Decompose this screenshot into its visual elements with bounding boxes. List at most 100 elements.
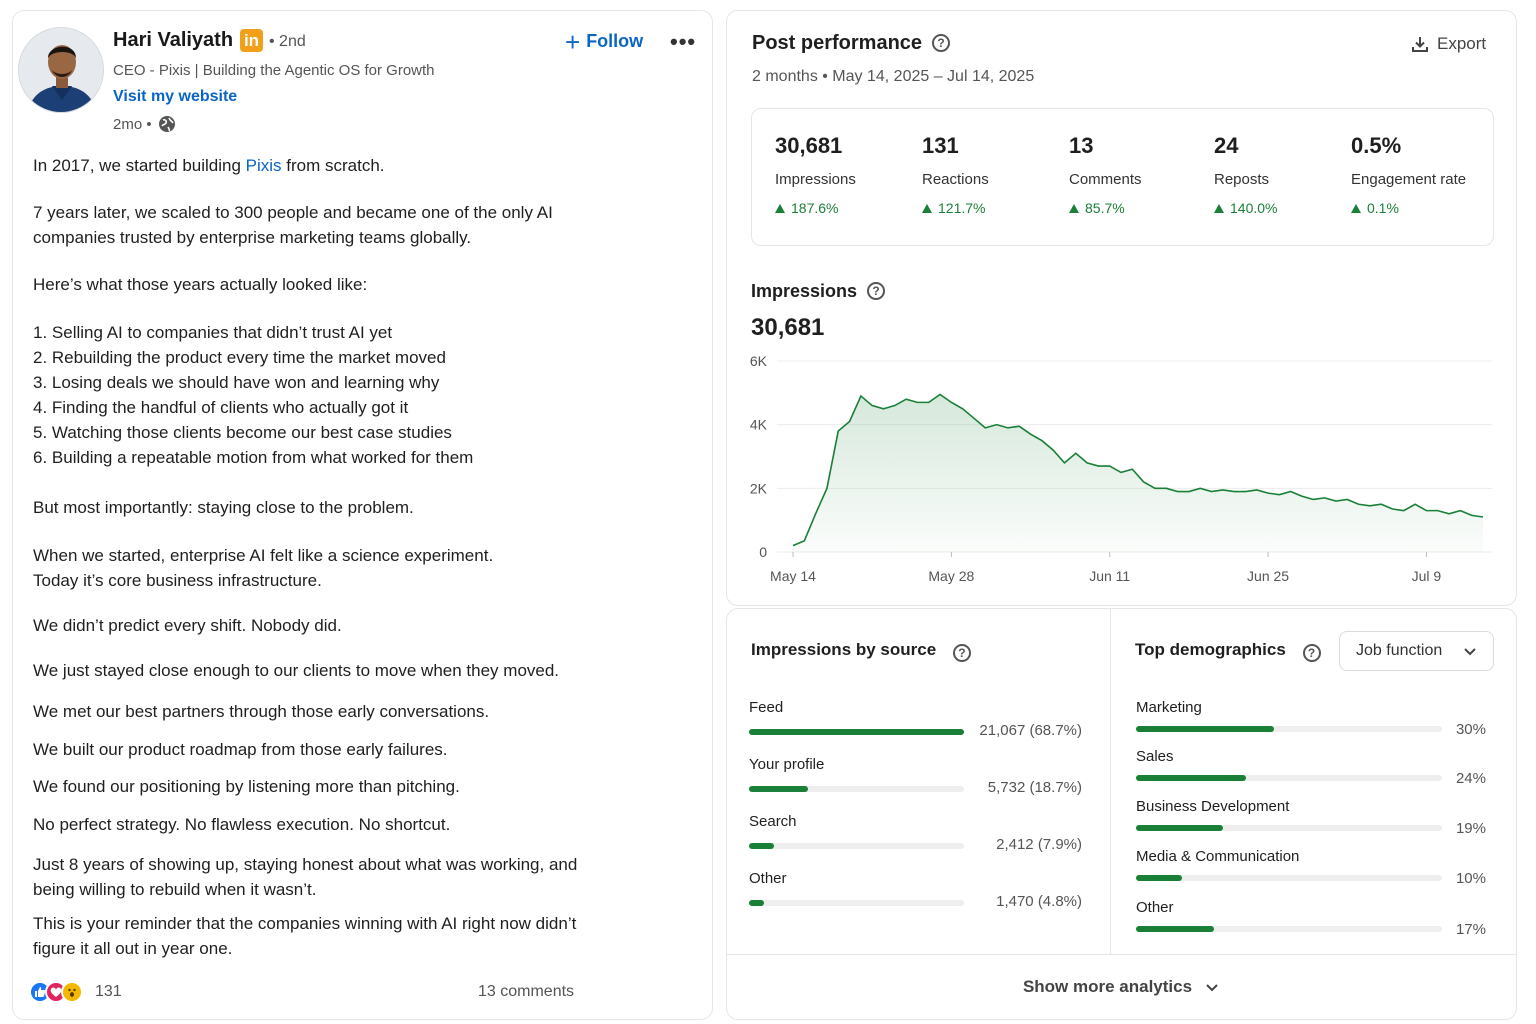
metric-comments: 13 Comments 85.7%	[1069, 133, 1142, 216]
download-icon	[1412, 37, 1428, 52]
metric-value: 0.5%	[1351, 133, 1402, 158]
metric-label: Reposts	[1214, 171, 1270, 188]
help-icon[interactable]: ?	[867, 282, 885, 300]
export-label: Export	[1437, 34, 1487, 53]
post-paragraph-4: But most importantly: staying close to t…	[33, 498, 414, 517]
impressions-line	[792, 393, 1484, 547]
follow-button[interactable]: + Follow	[565, 26, 644, 57]
demographic-bar-track	[1136, 726, 1442, 732]
demographic-bar-track	[1136, 775, 1442, 781]
show-more-label: Show more analytics	[1022, 977, 1193, 996]
more-options-icon[interactable]: •••	[670, 29, 697, 54]
post-paragraph-7: We just stayed close enough to our clien…	[33, 661, 560, 680]
top-demographics-card: Top demographics ? Job function Marketin…	[1110, 608, 1517, 954]
y-tick-label: 0	[759, 544, 767, 560]
metric-change: 121.7%	[922, 200, 989, 216]
post-paragraph-2: 7 years later, we scaled to 300 people a…	[33, 200, 553, 250]
metric-label: Reactions	[922, 171, 989, 188]
up-arrow-icon	[922, 203, 932, 213]
post-paragraph-6: We didn’t predict every shift. Nobody di…	[33, 616, 342, 635]
metric-label: Impressions	[775, 171, 856, 188]
demographic-value: 10%	[1455, 870, 1486, 887]
comments-count-link[interactable]: 13 comments	[478, 983, 575, 1000]
list-item: 4. Finding the handful of clients who ac…	[33, 398, 409, 417]
metric-impressions: 30,681 Impressions 187.6%	[775, 133, 856, 216]
post-list: 1. Selling AI to companies that didn’t t…	[33, 320, 473, 470]
up-arrow-icon	[1069, 203, 1079, 213]
date-range: 2 months • May 14, 2025 – Jul 14, 2025	[752, 68, 1035, 85]
follow-label: Follow	[586, 31, 644, 51]
author-name[interactable]: Hari Valiyath	[113, 29, 234, 51]
post-line: This is your reminder that the companies…	[33, 914, 577, 933]
demographic-label: Business Development	[1136, 798, 1290, 815]
metric-value: 13	[1069, 133, 1094, 158]
post-line: being willing to rebuild when it wasn’t.	[33, 880, 317, 899]
post-paragraph-12: Just 8 years of showing up, staying hone…	[33, 852, 577, 902]
export-button[interactable]: Export	[1411, 34, 1486, 54]
reactions-summary[interactable]: 131	[29, 981, 122, 1003]
help-icon[interactable]: ?	[952, 644, 971, 662]
demographic-bar-track	[1136, 875, 1442, 881]
visit-website-link[interactable]: Visit my website	[113, 88, 238, 105]
demographic-bar-fill	[1136, 775, 1247, 781]
metrics-summary: 30,681 Impressions 187.6% 131 Reactions …	[751, 108, 1494, 246]
metric-change: 187.6%	[775, 200, 856, 216]
linkedin-premium-badge-icon: in	[240, 29, 263, 52]
x-tick-label: May 14	[770, 568, 816, 584]
source-value: 5,732 (18.7%)	[987, 779, 1082, 796]
metric-change: 0.1%	[1351, 200, 1466, 216]
section-title: Top demographics ?	[1135, 640, 1321, 662]
post-paragraph-13: This is your reminder that the companies…	[33, 911, 576, 961]
source-bar-fill	[749, 729, 964, 735]
list-item: 1. Selling AI to companies that didn’t t…	[33, 323, 393, 342]
source-value: 2,412 (7.9%)	[996, 836, 1082, 853]
chevron-down-icon	[1464, 648, 1476, 656]
source-label: Other	[749, 870, 787, 887]
x-tick-label: Jul 9	[1412, 568, 1442, 584]
plus-icon: +	[565, 26, 581, 57]
demographic-value: 17%	[1455, 921, 1486, 938]
post-timestamp: 2mo •	[113, 115, 176, 133]
source-bar-track	[749, 843, 964, 849]
metric-engagement-rate: 0.5% Engagement rate 0.1%	[1351, 133, 1466, 216]
metric-change-value: 85.7%	[1085, 200, 1125, 216]
source-bar-fill	[749, 900, 765, 906]
x-tick-label: Jun 11	[1089, 568, 1130, 584]
post-line: Today it’s core business infrastructure.	[33, 571, 322, 590]
post-paragraph-5: When we started, enterprise AI felt like…	[33, 543, 493, 593]
demographic-label: Media & Communication	[1136, 848, 1300, 865]
help-icon[interactable]: ?	[1302, 644, 1321, 662]
job-function-dropdown[interactable]: Job function	[1339, 631, 1494, 671]
post-line: 7 years later, we scaled to 300 people a…	[33, 203, 553, 222]
wow-reaction-icon	[61, 981, 83, 1003]
metric-change-value: 140.0%	[1230, 200, 1278, 216]
demographic-bar-fill	[1136, 726, 1274, 732]
post-line: figure it all out in year one.	[33, 939, 233, 958]
y-tick-label: 6K	[750, 353, 768, 369]
source-label: Search	[749, 813, 797, 830]
reaction-count: 131	[95, 983, 122, 1000]
post-text-fragment: In 2017, we started building	[33, 156, 246, 175]
author-avatar[interactable]	[18, 27, 104, 113]
show-more-analytics-button[interactable]: Show more analytics	[726, 954, 1517, 1020]
y-tick-label: 4K	[750, 417, 768, 433]
metric-label: Comments	[1069, 171, 1142, 188]
post-line: When we started, enterprise AI felt like…	[33, 546, 494, 565]
demographic-label: Other	[1136, 899, 1174, 916]
post-paragraph-3: Here’s what those years actually looked …	[33, 275, 368, 294]
performance-title: Post performance	[752, 32, 923, 54]
pixis-link[interactable]: Pixis	[245, 156, 282, 175]
source-value: 21,067 (68.7%)	[979, 722, 1082, 739]
source-title: Impressions by source	[751, 640, 937, 659]
demographic-bar-track	[1136, 825, 1442, 831]
post-card: Hari Valiyath in • 2nd CEO - Pixis | Bui…	[12, 10, 713, 1020]
impressions-by-source-card: Impressions by source ? Feed 21,067 (68.…	[726, 608, 1110, 954]
post-paragraph-11: No perfect strategy. No flawless executi…	[33, 815, 451, 834]
source-label: Feed	[749, 699, 784, 716]
metric-value: 24	[1214, 133, 1239, 158]
post-text-fragment: from scratch.	[281, 156, 385, 175]
help-icon[interactable]: ?	[932, 34, 950, 52]
demographics-title: Top demographics	[1135, 640, 1286, 659]
post-paragraph-1: In 2017, we started building Pixis from …	[33, 153, 385, 178]
